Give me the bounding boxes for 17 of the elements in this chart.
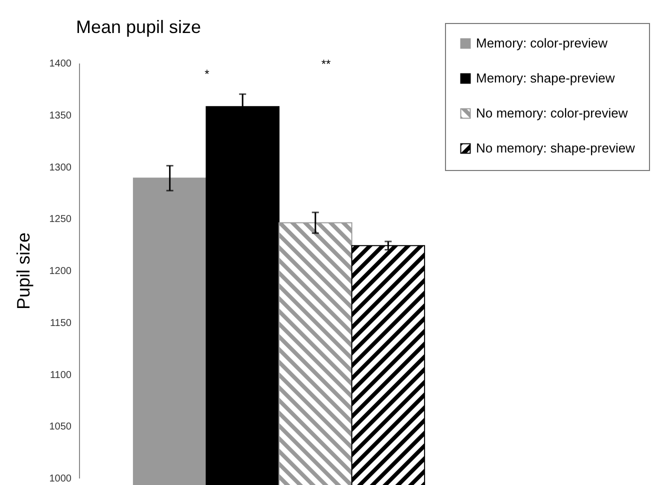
chart-title: Mean pupil size <box>76 17 202 37</box>
y-tick-label: 1300 <box>49 162 72 174</box>
y-tick-label: 1350 <box>49 110 72 122</box>
y-tick-label: 1050 <box>49 422 72 433</box>
y-tick-label: 1150 <box>50 318 72 329</box>
legend-label: Memory: color-preview <box>476 36 608 50</box>
y-tick-label: 1400 <box>49 58 72 70</box>
annotation: ** <box>321 57 331 71</box>
y-tick-label: 1250 <box>49 214 72 226</box>
y-tick-label: 1100 <box>50 370 72 381</box>
y-axis-title: Pupil size <box>13 232 34 310</box>
y-tick-label: 1000 <box>49 474 72 484</box>
legend-label: No memory: shape-preview <box>476 140 636 156</box>
legend-label: Memory: shape-preview <box>476 70 616 86</box>
legend-label: No memory: color-preview <box>476 106 628 120</box>
y-tick-label: 1200 <box>49 266 72 277</box>
annotation: * <box>204 67 210 81</box>
